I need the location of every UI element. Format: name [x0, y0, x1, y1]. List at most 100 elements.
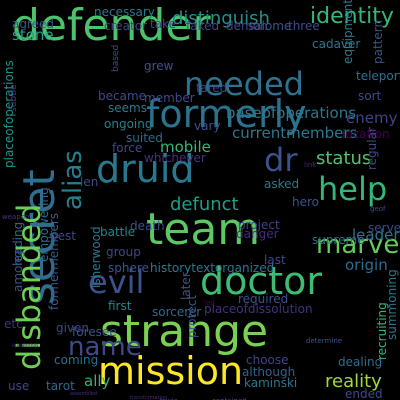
word-ended: ended: [345, 387, 383, 400]
word-strange: strange: [100, 306, 269, 357]
word-placeofoperations: placeofoperations: [2, 60, 16, 168]
word-necessary: necessary: [94, 5, 155, 19]
word-salome: salome: [248, 19, 292, 33]
word-vary: vary: [194, 119, 221, 133]
word-team: team: [146, 204, 261, 255]
word-dr: dr: [264, 141, 298, 179]
word-last: last: [264, 253, 286, 267]
word-defender: defender: [12, 0, 211, 51]
word-status: status: [316, 148, 372, 169]
word-location: location: [342, 127, 390, 141]
word-mission: mission: [98, 349, 244, 393]
word-ally: ally: [84, 372, 111, 390]
word-sphere: sphere: [108, 261, 149, 275]
word-sort: sort: [358, 89, 382, 103]
word-project: project: [238, 218, 280, 232]
word-link: link: [304, 161, 317, 169]
word-pattern: pattern: [371, 19, 385, 64]
word-transformation: transformation: [130, 395, 168, 400]
word-creator: creator: [104, 19, 147, 33]
word-stone: stone: [12, 26, 54, 44]
word-suited: suited: [126, 131, 163, 145]
word-required: required: [238, 292, 289, 306]
word-cadaver: cadaver: [312, 37, 361, 51]
word-currentmembers: currentmembers: [232, 124, 358, 142]
word-subtle: subtle: [9, 84, 19, 112]
word-became: became: [98, 89, 147, 103]
word-asked: asked: [264, 177, 300, 191]
word-based: based: [111, 44, 121, 72]
word-doctor: doctor: [200, 259, 323, 303]
word-name: name: [68, 332, 142, 362]
word-battle: battle: [100, 225, 136, 239]
word-isherwood: isherwood: [89, 226, 103, 288]
word-assembled: assembled: [70, 391, 98, 397]
word-distinguish: distinguish: [172, 8, 270, 29]
word-first: first: [108, 299, 132, 313]
word-leader: leader: [352, 226, 400, 244]
word-reality: reality: [325, 371, 382, 392]
word-use: use: [8, 379, 30, 393]
word-although: although: [242, 365, 296, 379]
word-death: death: [130, 219, 165, 233]
word-teleport: teleport: [356, 69, 400, 83]
word-identity: identity: [310, 4, 394, 29]
word-choose: choose: [246, 353, 289, 367]
word-demon: demon: [226, 19, 268, 33]
word-force: force: [112, 141, 143, 155]
word-determine: determine: [306, 337, 343, 345]
word-take: take: [150, 17, 176, 31]
word-agreed: agreed: [12, 17, 55, 31]
word-len: len: [80, 175, 99, 189]
word-weapon: weapon: [2, 213, 30, 221]
word-best: best: [50, 229, 76, 243]
word-contained: contained: [212, 398, 247, 400]
word-group: group: [106, 245, 141, 259]
word-led: led: [204, 299, 215, 307]
word-protect: protect: [185, 294, 199, 338]
word-enemy: enemy: [346, 109, 398, 127]
word-ongoing: ongoing: [104, 117, 153, 131]
word-etc: etc: [4, 317, 23, 331]
word-baseofoperations: baseofoperations: [226, 104, 357, 122]
word-tarot: tarot: [46, 379, 75, 393]
word-whichever: whichever: [144, 151, 206, 165]
word-empowering: empowering: [37, 187, 51, 262]
word-druid: druid: [96, 147, 195, 191]
word-leadership: leadership: [12, 343, 39, 349]
word-marvel: marvel: [316, 230, 400, 260]
word-kaminski: kaminski: [244, 376, 298, 390]
word-member: member: [144, 91, 195, 105]
word-mobile: mobile: [160, 138, 211, 156]
word-later: later: [179, 272, 193, 300]
word-supreme: supreme: [312, 233, 365, 247]
word-three: three: [288, 19, 320, 33]
word-summoning: summoning: [385, 269, 399, 340]
word-faked: faked: [186, 19, 220, 33]
word-defunct: defunct: [170, 194, 239, 215]
word-dealing: dealing: [338, 355, 383, 369]
word-placeofdissolution: placeofdissolution: [204, 302, 313, 316]
word-given: given: [56, 321, 90, 335]
word-sorcerer: sorcerer: [152, 305, 202, 319]
word-trivia: trivia: [160, 398, 178, 400]
word-geof: geof: [370, 205, 386, 213]
word-grew: grew: [144, 59, 174, 73]
word-origin: origin: [345, 256, 388, 274]
word-coming: coming: [54, 353, 99, 367]
word-equipment: equipment: [341, 0, 355, 64]
word-hero: hero: [292, 195, 319, 209]
word-fared: fared: [196, 81, 228, 95]
word-foresee: foresee: [72, 325, 117, 339]
word-evil: evil: [88, 263, 145, 301]
word-formerly: formerly: [146, 92, 307, 136]
word-needed: needed: [184, 65, 304, 103]
word-serve: serve: [368, 221, 400, 235]
word-danger: danger: [236, 227, 279, 241]
word-help: help: [318, 170, 388, 208]
word-historytextorganized: historytextorganized: [150, 261, 275, 275]
word-regular: regular: [365, 127, 379, 170]
word-seems: seems: [108, 101, 147, 115]
word-among: among: [11, 250, 25, 292]
